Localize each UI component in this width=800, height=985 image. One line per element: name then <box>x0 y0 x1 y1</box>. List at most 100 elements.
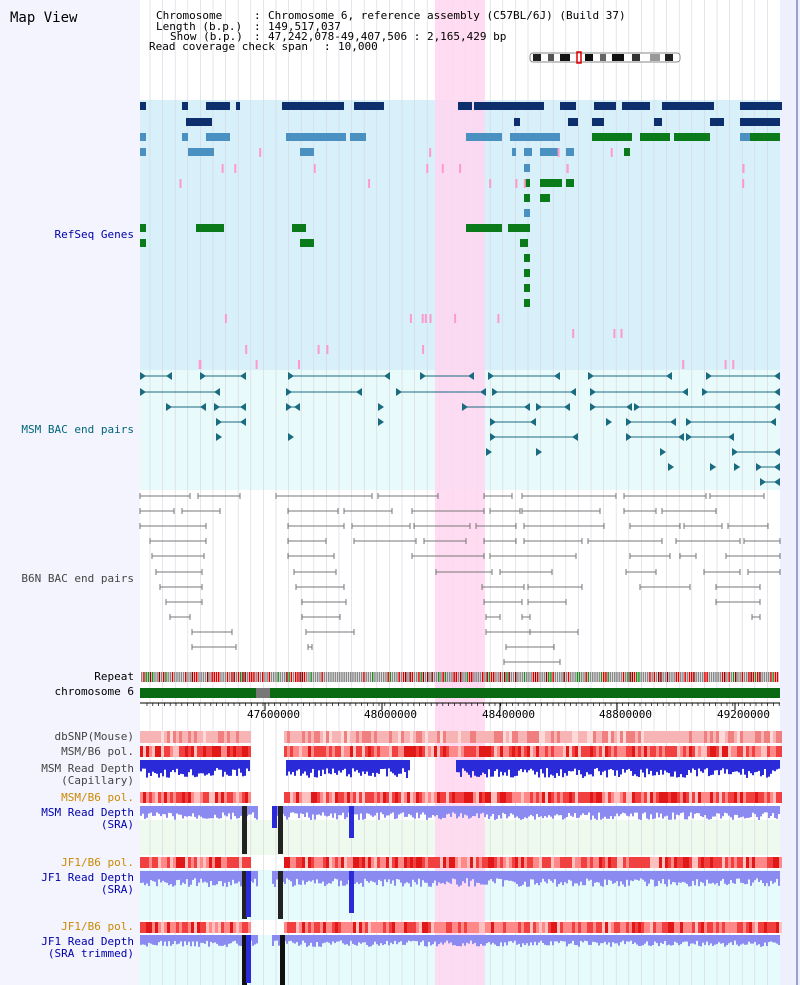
pol-heat-cell <box>230 922 233 933</box>
pol-heat-cell <box>428 746 431 757</box>
pol-heat-cell <box>185 922 188 933</box>
strand-arrow <box>140 372 146 380</box>
pol-heat-cell <box>167 922 170 933</box>
track-label-b6n-bac[interactable]: B6N BAC end pairs <box>21 572 134 585</box>
depth-spike <box>349 806 354 838</box>
pol-heat-cell <box>167 792 170 803</box>
depth-bar <box>684 935 686 942</box>
depth-bar <box>370 871 372 881</box>
depth-bar <box>552 871 554 883</box>
depth-bar <box>296 806 298 814</box>
depth-bar <box>524 760 526 770</box>
depth-bar <box>422 806 424 813</box>
depth-bar <box>698 871 700 887</box>
track-label-jf1-depth-trim-1[interactable]: JF1 Read Depth <box>41 935 134 948</box>
pol-heat-cell <box>650 746 653 757</box>
repeat-mark <box>636 672 638 682</box>
chromosome-ideogram[interactable] <box>529 51 681 64</box>
strand-arrow <box>710 463 716 471</box>
track-label-msm-depth-cap-1[interactable]: MSM Read Depth <box>41 762 134 775</box>
pol-heat-cell <box>311 746 314 757</box>
gene-block <box>524 148 532 156</box>
pol-heat-cell <box>773 731 776 743</box>
pol-heat-cell <box>590 746 593 757</box>
pol-heat-cell <box>611 746 614 757</box>
depth-bar <box>716 871 718 883</box>
track-label-repeat[interactable]: Repeat <box>94 670 134 683</box>
depth-bar <box>322 871 324 882</box>
depth-bar <box>726 935 728 946</box>
track-label-msm-b6-pol-1[interactable]: MSM/B6 pol. <box>61 745 134 758</box>
msm-bac-features[interactable] <box>140 372 780 486</box>
pol-heat-cell <box>485 857 488 868</box>
pol-heat-cell <box>710 731 713 743</box>
pol-heat-cell <box>179 857 182 868</box>
strand-arrow <box>706 372 712 380</box>
refseq-gene-features[interactable] <box>140 102 782 369</box>
pol-heat-cell <box>215 792 218 803</box>
pol-heat-cell <box>494 746 497 757</box>
pol-heat-cell <box>725 857 728 868</box>
repeat-mark <box>559 672 561 682</box>
pol-heat-cell <box>698 746 701 757</box>
pol-heat-cell <box>560 792 563 803</box>
track-label-jf1-depth-sra-1[interactable]: JF1 Read Depth <box>41 871 134 884</box>
pol-heat-cell <box>155 746 158 757</box>
pol-heat-cell <box>500 792 503 803</box>
polymorphism-heat-tracks[interactable] <box>140 731 782 933</box>
track-label-jf1-b6-pol-1[interactable]: JF1/B6 pol. <box>61 856 134 869</box>
track-label-msm-b6-pol-2[interactable]: MSM/B6 pol. <box>61 791 134 804</box>
depth-bar <box>460 806 462 814</box>
depth-bar <box>710 871 712 884</box>
depth-bar <box>374 806 376 816</box>
selected-region-highlight[interactable] <box>435 0 485 985</box>
repeat-mark <box>262 672 264 682</box>
depth-bar <box>548 760 550 778</box>
pol-heat-cell <box>314 857 317 868</box>
repeat-mark <box>486 672 488 682</box>
depth-bar <box>704 871 706 886</box>
pol-heat-cell <box>707 746 710 757</box>
depth-bar <box>670 871 672 885</box>
depth-bar <box>158 760 160 778</box>
pol-heat-cell <box>752 792 755 803</box>
pol-heat-cell <box>149 746 152 757</box>
repeat-mark <box>303 672 306 682</box>
track-label-refseq[interactable]: RefSeq Genes <box>54 228 134 241</box>
pol-heat-cell <box>227 731 230 743</box>
pol-heat-cell <box>566 746 569 757</box>
depth-bar <box>616 871 618 882</box>
depth-bar <box>684 760 686 778</box>
repeat-mark <box>517 672 519 682</box>
track-label-msm-depth-sra-1[interactable]: MSM Read Depth <box>41 806 134 819</box>
repeat-mark <box>321 672 323 682</box>
pol-heat-cell <box>689 792 692 803</box>
depth-bar <box>580 806 582 816</box>
pol-heat-cell <box>374 857 377 868</box>
depth-bar <box>746 935 748 945</box>
strand-arrow <box>728 433 734 441</box>
pol-heat-cell <box>491 746 494 757</box>
depth-bar <box>490 760 492 777</box>
track-label-jf1-b6-pol-2[interactable]: JF1/B6 pol. <box>61 920 134 933</box>
pol-heat-cell <box>524 746 527 757</box>
track-label-dbsnp[interactable]: dbSNP(Mouse) <box>54 730 134 743</box>
depth-bar <box>552 935 554 946</box>
pol-heat-cell <box>641 857 644 868</box>
chromosome-bar[interactable] <box>140 688 780 698</box>
track-label-msm-bac[interactable]: MSM BAC end pairs <box>21 423 134 436</box>
repeat-track[interactable] <box>141 672 779 682</box>
track-label-chromosome[interactable]: chromosome 6 <box>54 685 134 698</box>
repeat-mark <box>757 672 759 682</box>
depth-bar <box>168 806 170 813</box>
pol-heat-cell <box>176 922 179 933</box>
read-depth-tracks[interactable] <box>140 760 780 985</box>
depth-bar <box>382 935 384 946</box>
depth-bar <box>594 760 596 769</box>
pol-heat-cell <box>389 922 392 933</box>
depth-bar <box>360 871 362 883</box>
pol-heat-cell <box>248 792 251 803</box>
pol-heat-cell <box>290 857 293 868</box>
b6n-bac-features[interactable] <box>139 493 781 665</box>
